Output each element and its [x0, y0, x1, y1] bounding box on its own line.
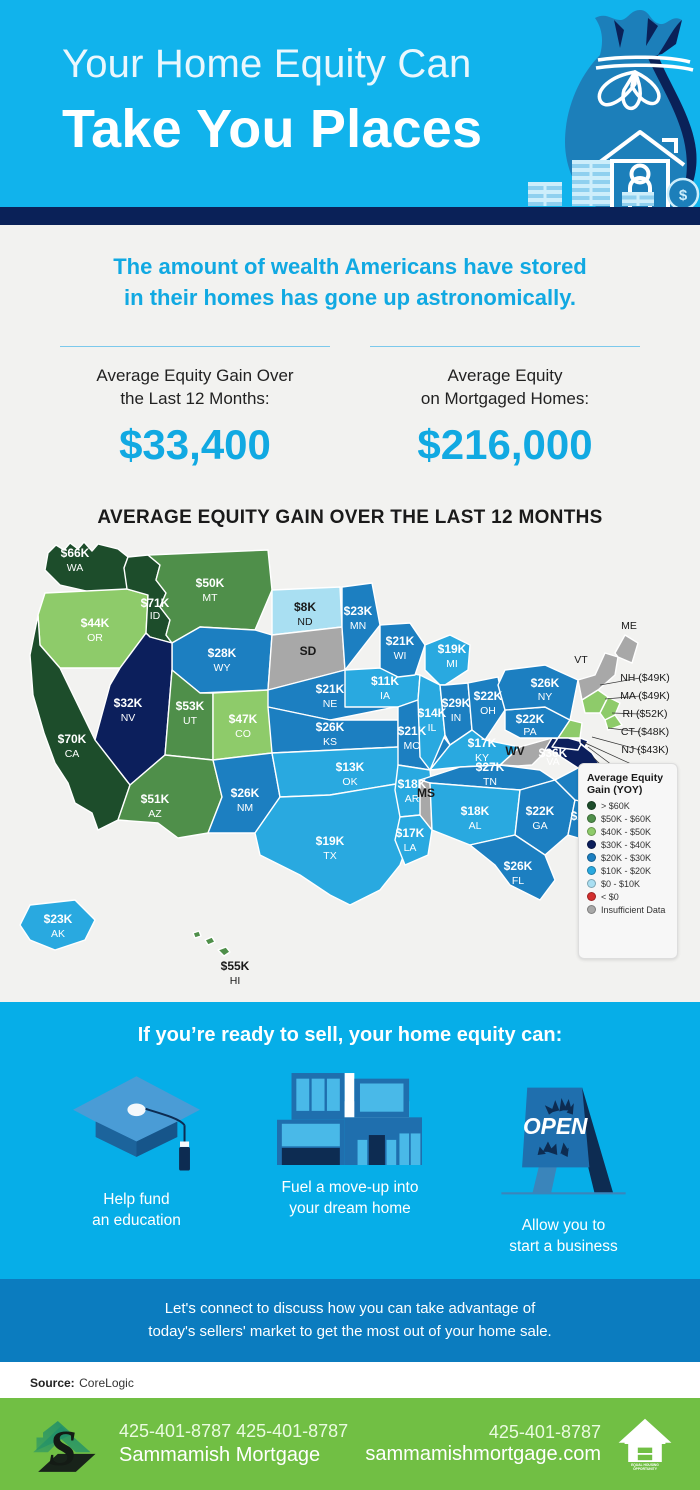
svg-text:$70K: $70K	[58, 732, 87, 746]
svg-text:TX: TX	[323, 850, 336, 862]
svg-text:NV: NV	[121, 712, 136, 724]
svg-text:AK: AK	[51, 928, 65, 940]
svg-text:GA: GA	[532, 820, 547, 832]
svg-text:OK: OK	[342, 776, 357, 788]
svg-text:IA: IA	[380, 690, 390, 702]
svg-text:$66K: $66K	[61, 546, 90, 560]
svg-text:NM: NM	[237, 802, 253, 814]
svg-text:OR: OR	[87, 632, 103, 644]
svg-text:$47K: $47K	[229, 712, 258, 726]
svg-text:AL: AL	[469, 820, 482, 832]
svg-text:$21K: $21K	[398, 724, 427, 738]
svg-text:$21K: $21K	[386, 634, 415, 648]
svg-text:$32K: $32K	[114, 696, 143, 710]
svg-text:ME: ME	[621, 620, 637, 632]
svg-text:$26K: $26K	[316, 720, 345, 734]
svg-text:IN: IN	[451, 712, 462, 724]
svg-text:WA: WA	[67, 562, 84, 574]
svg-text:TN: TN	[483, 776, 497, 788]
svg-text:$50K: $50K	[196, 576, 225, 590]
svg-text:RI ($52K): RI ($52K)	[623, 708, 668, 720]
svg-text:OPEN: OPEN	[523, 1113, 588, 1139]
svg-text:$22K: $22K	[516, 712, 545, 726]
svg-text:CO: CO	[235, 728, 251, 740]
svg-text:KS: KS	[323, 736, 337, 748]
svg-text:$19K: $19K	[316, 834, 345, 848]
svg-text:$26K: $26K	[231, 786, 260, 800]
svg-text:HI: HI	[230, 975, 241, 985]
svg-text:$19K: $19K	[438, 642, 467, 656]
svg-text:$8K: $8K	[294, 600, 316, 614]
svg-text:$17K: $17K	[468, 736, 497, 750]
svg-text:$55K: $55K	[221, 959, 250, 973]
svg-text:VT: VT	[574, 654, 588, 666]
svg-text:WY: WY	[214, 662, 231, 674]
svg-text:$21K: $21K	[316, 682, 345, 696]
svg-text:MS: MS	[417, 786, 435, 800]
svg-text:MA ($49K): MA ($49K)	[620, 690, 670, 702]
svg-text:NE: NE	[323, 698, 338, 710]
svg-text:CA: CA	[65, 748, 80, 760]
svg-text:LA: LA	[404, 842, 417, 854]
svg-text:NY: NY	[538, 691, 553, 703]
svg-text:OPPORTUNITY: OPPORTUNITY	[633, 1466, 658, 1470]
svg-text:WI: WI	[394, 650, 407, 662]
svg-text:$22K: $22K	[474, 689, 503, 703]
svg-text:NJ ($43K): NJ ($43K)	[621, 744, 668, 756]
svg-text:$53K: $53K	[176, 699, 205, 713]
svg-text:NH ($49K): NH ($49K)	[620, 672, 670, 684]
svg-text:$51K: $51K	[141, 792, 170, 806]
svg-text:$29K: $29K	[442, 696, 471, 710]
svg-text:MN: MN	[350, 620, 366, 632]
svg-text:$11K: $11K	[371, 674, 399, 688]
svg-text:UT: UT	[183, 715, 198, 727]
svg-text:OH: OH	[480, 705, 496, 717]
svg-text:$26K: $26K	[531, 676, 560, 690]
svg-text:VA: VA	[546, 756, 559, 768]
svg-text:$17K: $17K	[396, 826, 425, 840]
svg-text:WV: WV	[505, 744, 524, 758]
svg-text:S: S	[49, 1420, 77, 1476]
svg-text:$27K: $27K	[476, 760, 505, 774]
svg-text:$26K: $26K	[504, 859, 533, 873]
svg-text:$44K: $44K	[81, 616, 110, 630]
svg-text:$23K: $23K	[344, 604, 373, 618]
svg-text:$28K: $28K	[208, 646, 237, 660]
svg-text:FL: FL	[512, 875, 524, 887]
svg-text:ND: ND	[297, 616, 313, 628]
svg-text:PA: PA	[523, 726, 536, 738]
svg-text:$71K: $71K	[141, 596, 170, 610]
svg-text:$: $	[679, 187, 688, 204]
svg-text:$22K: $22K	[526, 804, 555, 818]
svg-text:$23K: $23K	[44, 912, 73, 926]
svg-text:$18K: $18K	[461, 804, 490, 818]
svg-text:ID: ID	[150, 610, 161, 622]
svg-text:MT: MT	[202, 592, 218, 604]
svg-text:CT ($48K): CT ($48K)	[621, 726, 669, 738]
svg-text:$13K: $13K	[336, 760, 365, 774]
svg-text:SD: SD	[300, 644, 317, 658]
svg-text:MI: MI	[446, 658, 458, 670]
svg-text:MO: MO	[404, 740, 421, 752]
svg-text:AZ: AZ	[148, 808, 162, 820]
svg-text:IL: IL	[428, 722, 437, 734]
